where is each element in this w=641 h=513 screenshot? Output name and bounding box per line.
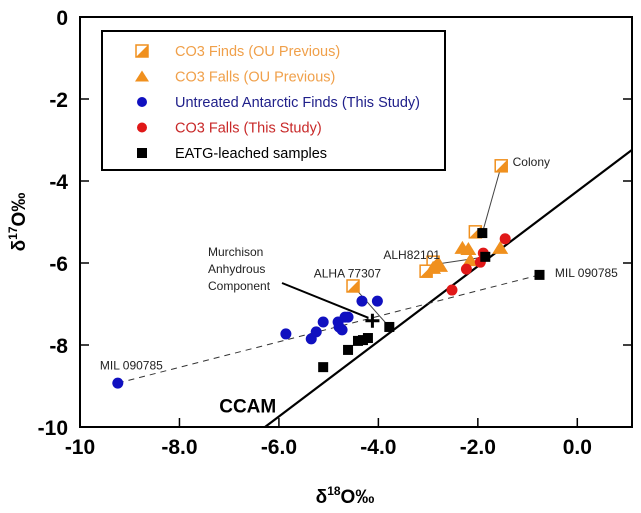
data-point-circle [446, 284, 458, 296]
annotation-label: CCAM [219, 397, 276, 418]
legend-label: CO3 Finds (OU Previous) [175, 44, 340, 60]
y-tick-label: -4 [49, 171, 68, 194]
data-point-square [362, 333, 373, 344]
legend-circle-icon [137, 97, 147, 107]
y-tick-label: -6 [49, 253, 68, 276]
murchison-label: Component [208, 279, 271, 293]
legend-label: Untreated Antarctic Finds (This Study) [175, 95, 420, 111]
legend-triangle-icon [135, 70, 149, 82]
data-point-square [477, 228, 488, 239]
x-tick-label: 0.0 [563, 436, 592, 459]
legend-label: CO3 Falls (This Study) [175, 121, 322, 137]
data-point-circle [460, 263, 472, 275]
y-tick-label: -2 [49, 89, 68, 112]
data-point-square [318, 362, 329, 373]
mixing-line-line [117, 274, 540, 384]
y-tick-label: 0 [56, 7, 68, 30]
legend-half-square-fill [136, 45, 148, 57]
data-point-circle [280, 328, 292, 340]
annotation-label: MIL 090785 [100, 359, 163, 373]
y-axis-label: δ17O‰ [6, 193, 30, 252]
annotation-label: ALH82101 [383, 248, 440, 262]
annotation-leader [352, 285, 390, 328]
x-tick-label: -6.0 [261, 436, 297, 459]
data-point-circle [317, 316, 329, 328]
data-point-half-square [494, 159, 508, 173]
murchison-label: Anhydrous [208, 262, 265, 276]
data-point-square [384, 321, 395, 332]
x-tick-label: -4.0 [360, 436, 396, 459]
data-point-circle [371, 295, 383, 307]
annotation-label: MIL 090785 [555, 266, 618, 280]
data-point-circle [342, 311, 354, 323]
murchison-pointer [281, 282, 369, 319]
data-point-circle [336, 324, 348, 336]
data-point-triangle [460, 242, 477, 256]
annotation-leader [481, 165, 502, 234]
murchison-cross-icon [365, 313, 380, 328]
legend-label: CO3 Falls (OU Previous) [175, 70, 335, 86]
data-point-circle [310, 326, 322, 338]
murchison-label: Murchison [208, 245, 263, 259]
data-point-half-square [346, 279, 360, 293]
legend-label: EATG-leached samples [175, 146, 327, 162]
y-tick-label: -10 [38, 417, 68, 440]
data-point-circle [112, 377, 124, 389]
legend-item: CO3 Falls (OU Previous) [135, 70, 335, 86]
annotation-label: ALHA 77307 [314, 266, 382, 280]
annotation-label: Colony [513, 155, 550, 169]
legend: CO3 Finds (OU Previous) CO3 Falls (OU Pre… [101, 30, 446, 171]
legend-item: CO3 Finds (OU Previous) [135, 44, 340, 60]
data-point-triangle [462, 253, 479, 267]
half-square-fill [347, 279, 360, 292]
x-tick-label: -10 [65, 436, 95, 459]
y-tick-label: -8 [49, 335, 68, 358]
legend-item: EATG-leached samples [137, 146, 327, 162]
x-axis-label: δ18O‰ [316, 484, 375, 508]
data-point-square [480, 251, 491, 262]
legend-box [101, 30, 446, 171]
half-square-fill [495, 159, 508, 172]
x-tick-label: -8.0 [161, 436, 197, 459]
data-point-square [343, 344, 354, 355]
legend-item: CO3 Falls (This Study) [137, 121, 322, 137]
x-tick-label: -2.0 [460, 436, 496, 459]
legend-item: Untreated Antarctic Finds (This Study) [137, 95, 420, 111]
data-point-triangle [492, 240, 509, 254]
data-point-circle [356, 295, 368, 307]
legend-circle-icon [137, 122, 147, 133]
data-point-square [534, 269, 545, 280]
data-point-triangle [425, 260, 442, 274]
plot-frame [79, 16, 633, 428]
data-point-circle [499, 233, 511, 245]
legend-square-icon [137, 148, 147, 158]
